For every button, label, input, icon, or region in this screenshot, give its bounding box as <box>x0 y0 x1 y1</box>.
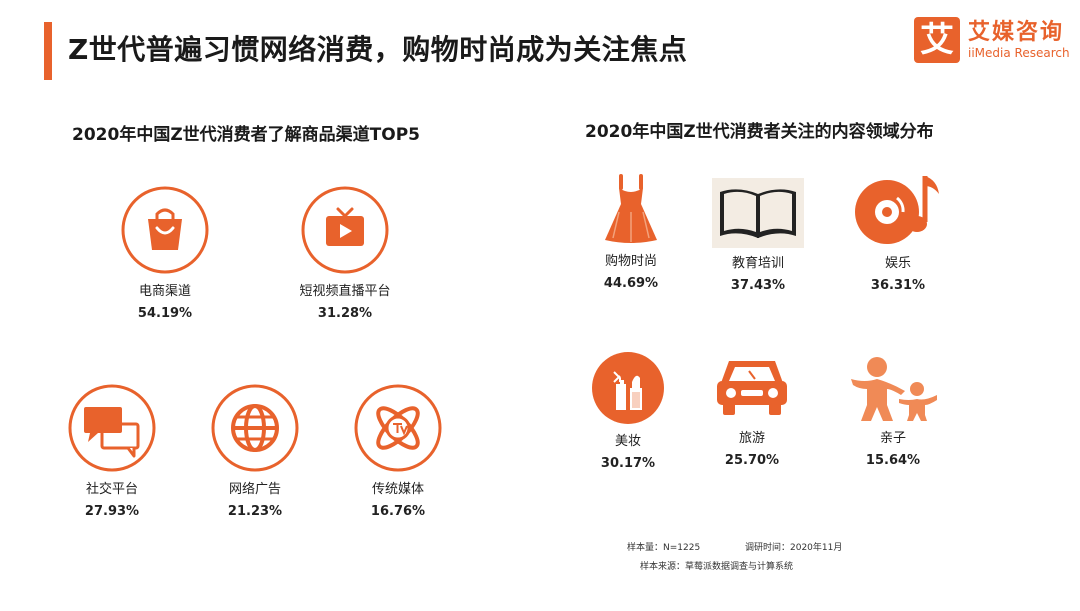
logo-name-en: iiMedia Research <box>968 46 1070 60</box>
parent-child-icon <box>851 357 937 421</box>
channel-value: 54.19% <box>137 306 193 321</box>
footer-data-source: 样本来源：草莓派数据调查与计算系统 <box>640 562 794 572</box>
channel-item-online-ads: 网络广告 21.23% <box>185 384 325 520</box>
content-value: 30.17% <box>600 456 656 471</box>
content-item-parenting: 亲子 15.64% <box>823 355 963 469</box>
content-label: 购物时尚 <box>604 254 657 269</box>
content-label: 亲子 <box>879 431 906 446</box>
channel-item-traditional-media: 传统媒体 16.76% <box>328 384 468 520</box>
channel-item-short-video: 短视频直播平台 31.28% <box>275 186 415 322</box>
right-chart-title: 2020年中国Z世代消费者关注的内容领域分布 <box>585 122 934 142</box>
dress-icon <box>605 174 657 243</box>
cosmetics-icon <box>592 352 664 424</box>
content-item-shopping-fashion: 购物时尚 44.69% <box>561 172 701 292</box>
content-label: 美妆 <box>614 434 641 449</box>
open-book-icon <box>712 178 804 248</box>
tv-play-icon <box>301 186 389 274</box>
content-value: 36.31% <box>870 278 926 293</box>
channel-value: 31.28% <box>317 306 373 321</box>
title-accent-bar <box>44 22 52 80</box>
content-label: 娱乐 <box>884 256 911 271</box>
channel-label: 短视频直播平台 <box>299 284 391 299</box>
channel-item-ecommerce: 电商渠道 54.19% <box>95 186 235 322</box>
content-value: 15.64% <box>865 453 921 468</box>
car-icon <box>717 361 787 415</box>
brand-logo: 艾 艾媒咨询 iiMedia Research <box>914 17 1070 63</box>
content-item-education: 教育培训 37.43% <box>688 178 828 294</box>
logo-mark-icon: 艾 <box>914 17 960 63</box>
channel-value: 21.23% <box>227 504 283 519</box>
footer-survey-period: 调研时间：2020年11月 <box>745 543 843 553</box>
channel-value: 16.76% <box>370 504 426 519</box>
footer-sample-size: 样本量：N=1225 <box>627 543 701 553</box>
content-value: 25.70% <box>724 453 780 468</box>
content-label: 旅游 <box>738 431 765 446</box>
content-item-travel: 旅游 25.70% <box>682 355 822 469</box>
content-item-beauty: 美妆 30.17% <box>558 352 698 472</box>
channel-label: 电商渠道 <box>138 284 191 299</box>
music-disc-icon <box>855 176 939 244</box>
shopping-bag-icon <box>121 186 209 274</box>
channel-item-social: 社交平台 27.93% <box>42 384 182 520</box>
channel-label: 网络广告 <box>228 482 281 497</box>
page-title: Z世代普遍习惯网络消费，购物时尚成为关注焦点 <box>68 33 688 66</box>
channel-value: 27.93% <box>84 504 140 519</box>
content-value: 37.43% <box>730 278 786 293</box>
logo-name-cn: 艾媒咨询 <box>968 20 1065 45</box>
logo-text: 艾媒咨询 iiMedia Research <box>968 20 1070 60</box>
channel-label: 传统媒体 <box>371 482 424 497</box>
globe-icon <box>211 384 299 472</box>
content-label: 教育培训 <box>731 256 784 271</box>
channel-label: 社交平台 <box>85 482 138 497</box>
left-chart-title: 2020年中国Z世代消费者了解商品渠道TOP5 <box>72 125 420 145</box>
chat-bubbles-icon <box>68 384 156 472</box>
content-item-entertainment: 娱乐 36.31% <box>828 172 968 294</box>
tv-signal-icon <box>354 384 442 472</box>
content-value: 44.69% <box>603 276 659 291</box>
